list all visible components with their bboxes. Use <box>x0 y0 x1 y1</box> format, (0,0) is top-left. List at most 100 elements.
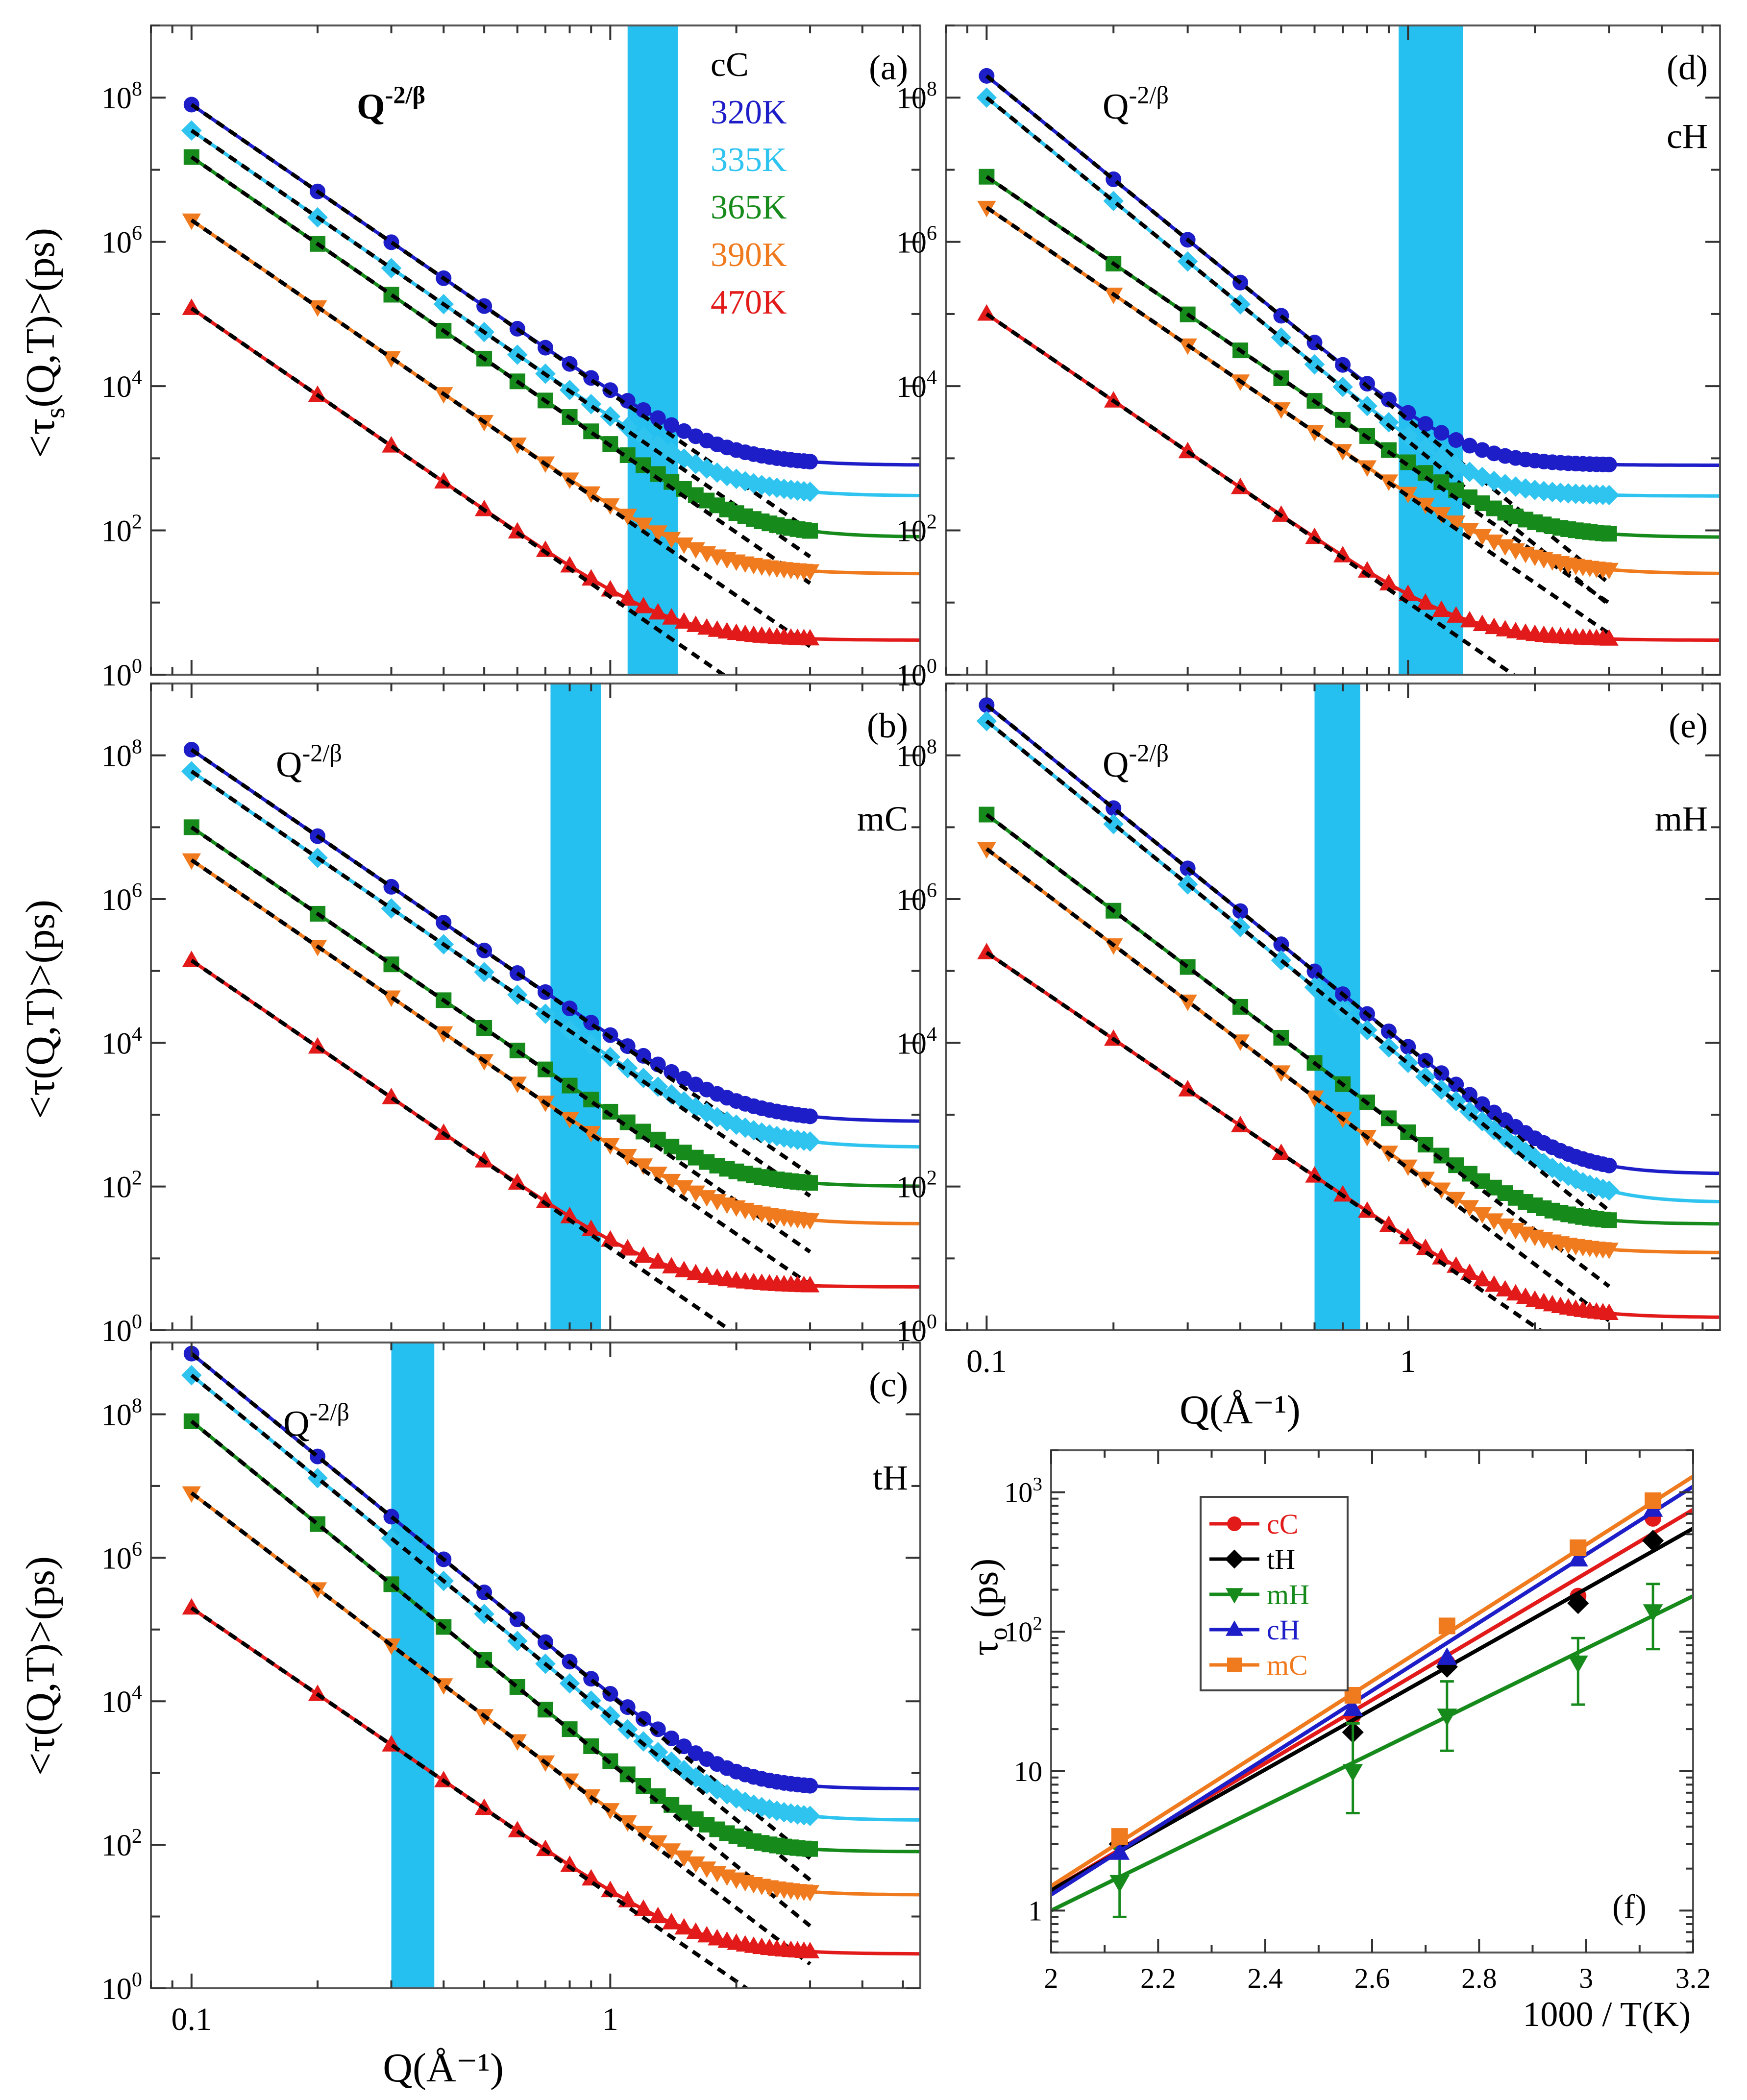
x-tick-label-f: 2.8 <box>1461 1962 1497 1994</box>
data-point-320K <box>1380 391 1397 408</box>
data-point-470K <box>1333 546 1353 562</box>
data-point-470K <box>800 1276 820 1293</box>
data-point-390K <box>662 1173 681 1191</box>
legend-label-tH: tH <box>1267 1543 1295 1575</box>
data-point-335K <box>1515 1141 1536 1162</box>
x-tick-label-f: 2.2 <box>1140 1962 1176 1994</box>
arrhenius-fit-mC <box>1051 1474 1693 1888</box>
data-point-320K <box>636 1048 652 1064</box>
y-axis-title-c: <τ(Q,T)>(ps) <box>18 1556 63 1776</box>
data-point-390K <box>697 1861 716 1878</box>
data-point-390K <box>1484 535 1504 551</box>
fit-line-365K <box>985 175 1720 539</box>
x-tick-label-f: 2.4 <box>1247 1962 1283 1994</box>
y-tick-label: 104 <box>896 366 937 404</box>
data-point-390K <box>800 1885 820 1902</box>
data-point-320K <box>650 1056 666 1073</box>
power-law-label: Q-2/β <box>276 739 342 785</box>
power-law-fit-320K <box>190 1352 812 1860</box>
y-tick-label: 102 <box>101 1825 142 1862</box>
y-tick-label: 104 <box>101 366 142 404</box>
data-point-390K <box>674 537 694 554</box>
x-tick-label-f: 3.2 <box>1675 1962 1711 1994</box>
y-tick-label: 108 <box>896 735 937 773</box>
panel-label: (d) <box>1667 48 1708 87</box>
power-law-label: Q-2/β <box>1103 81 1169 127</box>
data-point-470K <box>618 1239 637 1256</box>
data-point-390K <box>1447 515 1466 532</box>
legend-label-cH: cH <box>1267 1614 1300 1646</box>
data-point-335K <box>1103 191 1124 212</box>
fit-line-390K <box>190 219 920 576</box>
data-point-335K <box>726 468 747 489</box>
panel-d: 100 102 104 106 108 (d) cH Q-2/β <box>896 24 1721 692</box>
data-point-320K <box>802 454 818 470</box>
fit-line-470K <box>190 307 920 642</box>
x-tick-label-f: 2 <box>1044 1962 1058 1994</box>
data-point-335K <box>647 1742 668 1762</box>
data-point-470K <box>1447 606 1466 623</box>
crossover-band <box>1399 25 1463 675</box>
data-point-320K <box>1433 425 1450 441</box>
y-tick-label: 100 <box>896 1310 937 1348</box>
ticks <box>150 24 920 676</box>
y-tick-label: 108 <box>101 735 142 773</box>
power-law-fit-335K <box>985 719 1611 1228</box>
crossover-band <box>627 25 678 675</box>
data-point-tH <box>1642 1530 1664 1552</box>
data-point-470K <box>1416 1238 1435 1255</box>
data-point-470K <box>674 1918 694 1935</box>
ticks-f <box>1050 1449 1694 1953</box>
y-tick-label: 106 <box>896 879 937 917</box>
data-point-470K <box>1473 614 1492 632</box>
data-point-390K <box>1473 529 1492 546</box>
data-point-320K <box>1461 438 1477 454</box>
power-law-fit-470K <box>985 951 1544 1330</box>
data-point-335K <box>633 426 654 447</box>
data-point-320K <box>619 393 636 409</box>
data-point-390K <box>1484 1213 1504 1230</box>
power-law-fit-390K <box>985 206 1610 635</box>
data-point-365K <box>802 523 818 539</box>
data-point-320K <box>676 423 692 439</box>
data-point-390K <box>648 1835 667 1852</box>
data-point-470K <box>686 615 705 632</box>
y-tick-label: 102 <box>896 511 937 548</box>
data-point-335K <box>1599 485 1620 506</box>
data-point-mC <box>1570 1539 1587 1556</box>
data-point-390K <box>800 1213 820 1230</box>
power-law-fit-365K <box>190 1419 812 1928</box>
legend-marker-mH <box>1226 1588 1243 1604</box>
x-axis-title: Q(Å⁻¹) <box>383 2045 504 2091</box>
data-point-470K <box>662 1257 681 1274</box>
ticks <box>945 683 1720 1331</box>
data-point-390K <box>634 1158 653 1175</box>
y-tick-label: 102 <box>101 511 142 548</box>
data-point-335K <box>1446 1091 1467 1111</box>
fit-line-320K <box>985 74 1720 467</box>
data-point-470K <box>634 597 653 613</box>
data-point-470K <box>560 1855 579 1872</box>
data-point-390K <box>686 1185 705 1202</box>
sample-label: cH <box>1667 117 1708 156</box>
data-point-390K <box>800 564 820 581</box>
data-point-335K <box>800 1806 820 1827</box>
sample-label: tH <box>873 1458 908 1497</box>
x-axis-title: Q(Å⁻¹) <box>1180 1387 1301 1433</box>
data-point-335K <box>1472 1111 1493 1132</box>
y-tick-label: 108 <box>101 77 142 115</box>
data-point-470K <box>536 540 555 557</box>
power-law-fit-470K <box>190 958 734 1330</box>
data-point-470K <box>697 1926 716 1943</box>
data-point-390K <box>648 1167 667 1183</box>
data-point-320K <box>1448 432 1464 448</box>
x-axis-title-f: 1000 / T(K) <box>1523 1995 1691 2034</box>
data-point-320K <box>1474 1096 1490 1112</box>
data-point-320K <box>650 410 666 426</box>
plot-frame <box>150 24 921 676</box>
data-point-470K <box>1447 1256 1466 1273</box>
power-law-fit-365K <box>985 175 1610 605</box>
data-point-320K <box>636 402 652 418</box>
data-point-470K <box>560 1206 579 1223</box>
